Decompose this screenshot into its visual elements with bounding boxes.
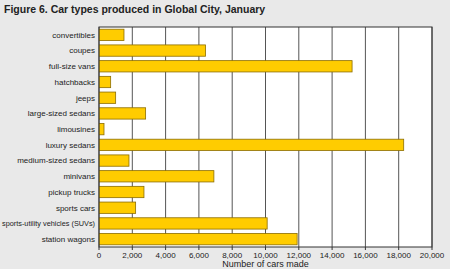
category-label: medium-sized sedans [17,156,95,165]
bar [99,202,136,213]
bar [99,61,352,72]
grid-line [232,27,233,247]
title: Figure 6. Car types produced in Global C… [4,3,265,15]
grid-line [165,27,166,247]
grid-line [298,27,299,247]
category-label: station wagons [42,235,95,244]
bar [99,92,116,103]
tick-label: 18,000 [386,251,411,260]
bar [99,233,297,244]
bars [99,29,404,245]
chart-container: Figure 6. Car types produced in Global C… [0,0,450,269]
bar [99,139,404,150]
bar [99,186,144,197]
bar [99,108,146,119]
grid-line [265,27,266,247]
category-label: luxury sedans [46,141,95,150]
plot-frame [99,27,432,247]
category-label: jeeps [75,94,95,103]
bar [99,218,267,229]
grid-line [398,27,399,247]
category-label: convertibles [52,31,95,40]
plot-area [99,27,432,247]
tick-label: 20,000 [420,251,445,260]
grid-line [365,27,366,247]
tick-label: 2,000 [122,251,143,260]
tick-label: 0 [97,251,102,260]
chart-svg: Figure 6. Car types produced in Global C… [0,0,450,269]
category-label: large-sized sedans [28,109,95,118]
category-label: hatchbacks [55,78,95,87]
bar [99,29,124,40]
x-axis-label: Number of cars made [222,259,309,269]
bar [99,76,111,87]
category-label: sports-utility vehicles (SUVs) [2,219,95,228]
category-label: limousines [57,125,95,134]
bar [99,123,104,134]
category-label: minivans [63,172,95,181]
category-label: sports cars [56,204,95,213]
category-label: pickup trucks [48,188,95,197]
category-label: full-size vans [49,62,95,71]
bar [99,171,214,182]
tick-label: 6,000 [189,251,210,260]
bar [99,45,206,56]
bar [99,155,129,166]
grid-line [198,27,199,247]
category-label: coupes [69,46,95,55]
tick-label: 4,000 [156,251,177,260]
grid-line [332,27,333,247]
tick-label: 16,000 [353,251,378,260]
grid-line [132,27,133,247]
tick-label: 14,000 [320,251,345,260]
